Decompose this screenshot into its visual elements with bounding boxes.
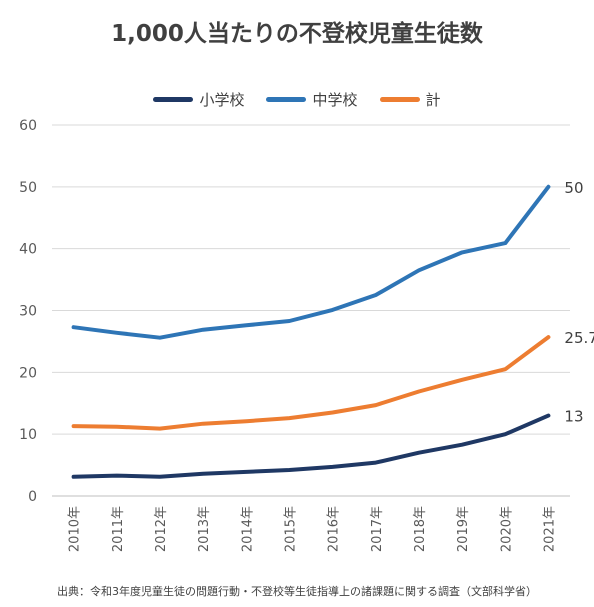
- source-note: 出典：令和3年度児童生徒の問題行動・不登校等生徒指導上の諸課題に関する調査（文部…: [57, 585, 537, 598]
- x-tick-label: 2021年: [542, 506, 557, 552]
- legend-label: 計: [425, 91, 441, 109]
- legend-swatch: [153, 97, 194, 102]
- x-tick-label: 2015年: [283, 506, 298, 552]
- chart-title: 1,000人当たりの不登校児童生徒数: [111, 21, 483, 47]
- x-tick-label: 2016年: [327, 506, 342, 552]
- x-tick-label: 2019年: [456, 506, 471, 552]
- data-label: 25.7: [564, 329, 594, 347]
- y-tick-label: 10: [19, 427, 37, 443]
- series-line: [71, 413, 551, 479]
- legend-item: 中学校: [266, 89, 358, 110]
- data-label: 13: [564, 408, 583, 426]
- y-tick-label: 20: [19, 365, 37, 381]
- data-label: 50: [564, 179, 583, 197]
- y-tick-label: 40: [19, 242, 37, 258]
- y-tick-label: 60: [19, 118, 37, 134]
- x-tick-label: 2011年: [111, 506, 126, 552]
- x-tick-label: 2010年: [68, 506, 83, 552]
- x-tick-label: 2017年: [370, 506, 385, 552]
- x-tick-label: 2018年: [413, 506, 428, 552]
- chart-legend: 小学校 中学校 計: [0, 89, 594, 110]
- legend-label: 小学校: [199, 91, 245, 109]
- y-tick-label: 50: [19, 180, 37, 196]
- series-line: [71, 184, 551, 340]
- legend-swatch: [266, 97, 307, 102]
- legend-label: 中学校: [312, 91, 358, 109]
- legend-item: 小学校: [153, 89, 244, 110]
- legend-swatch: [379, 97, 420, 102]
- x-tick-label: 2014年: [240, 506, 255, 552]
- y-tick-label: 0: [28, 489, 37, 505]
- series-line: [71, 335, 551, 431]
- x-tick-label: 2013年: [197, 506, 212, 552]
- y-tick-label: 30: [19, 304, 37, 320]
- legend-item: 計: [379, 89, 441, 110]
- x-tick-label: 2020年: [499, 506, 514, 552]
- x-tick-label: 2012年: [154, 506, 169, 552]
